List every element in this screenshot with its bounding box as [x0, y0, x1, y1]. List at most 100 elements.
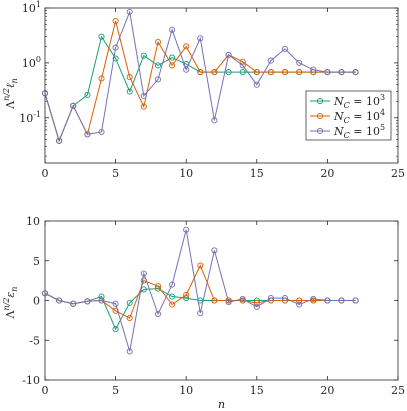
series-point-2	[211, 69, 218, 76]
series-point-2	[197, 69, 204, 76]
series-point-3	[310, 295, 317, 302]
series-point-3	[98, 297, 105, 304]
legend-label: NC = 104	[333, 108, 385, 125]
series-point-3	[225, 299, 232, 306]
series-point-1	[169, 54, 176, 61]
series-point-3	[140, 270, 147, 277]
series-point-2	[310, 297, 317, 304]
series-point-3	[84, 131, 91, 138]
series-point-1	[126, 88, 133, 95]
series-point-3	[84, 298, 91, 305]
series-point-2	[169, 301, 176, 308]
y-tick-label: 5	[33, 255, 40, 268]
series-point-3	[281, 45, 289, 52]
series-point-3	[296, 59, 303, 66]
series-point-3	[211, 247, 218, 254]
y-axis-label: Λn/2ℓn	[2, 78, 19, 110]
y-tick-label: 101	[22, 0, 41, 15]
series-point-3	[239, 62, 246, 69]
series-point-3	[225, 51, 232, 58]
series-point-3	[169, 281, 176, 288]
series-point-3	[112, 44, 119, 51]
x-tick-label: 5	[112, 384, 119, 397]
series-point-3	[183, 226, 190, 233]
series-point-3	[126, 8, 133, 15]
series-point-3	[352, 69, 359, 76]
series-point-1	[112, 55, 119, 62]
series-point-3	[126, 348, 133, 355]
series-point-3	[253, 81, 260, 88]
y-tick-label: 0	[33, 295, 40, 308]
series-point-1	[154, 62, 162, 69]
series-point-3	[169, 26, 176, 33]
series-point-3	[324, 297, 331, 304]
series-point-2	[126, 74, 133, 81]
series-point-3	[197, 35, 204, 42]
series-point-3	[338, 297, 345, 304]
series-point-3	[41, 290, 49, 297]
series-point-3	[296, 301, 303, 308]
axes-box	[44, 7, 399, 164]
series-line-2	[44, 264, 356, 319]
y-tick-label: -5	[29, 334, 40, 347]
series-point-2	[296, 297, 303, 304]
series-point-2	[154, 283, 162, 290]
y-tick-label: 100	[22, 55, 41, 70]
series-point-2	[183, 43, 190, 50]
series-point-3	[267, 295, 274, 302]
series-line-3	[44, 229, 356, 352]
x-tick-label: 20	[320, 384, 334, 397]
series-line-1	[44, 288, 356, 331]
x-tick-label: 10	[179, 167, 193, 180]
y-tick-label: -10	[22, 374, 40, 387]
y-axis-label: Λn/2εn	[2, 287, 19, 320]
x-tick-label: 0	[42, 167, 49, 180]
series-point-3	[154, 76, 162, 83]
series-point-2	[267, 69, 274, 76]
series-point-2	[183, 291, 190, 298]
x-tick-label: 15	[250, 167, 264, 180]
series-point-1	[169, 293, 176, 300]
legend-swatch-marker	[316, 97, 324, 105]
legend-swatch-marker	[316, 127, 324, 135]
series-point-3	[211, 117, 218, 124]
series-point-2	[211, 297, 218, 304]
x-tick-label: 25	[391, 384, 405, 397]
series-point-3	[112, 300, 119, 307]
legend-label: NC = 103	[333, 93, 385, 110]
series-point-3	[239, 295, 246, 302]
series-point-3	[140, 92, 147, 99]
series-point-3	[56, 137, 63, 144]
legend-label: NC = 105	[333, 123, 385, 140]
x-tick-label: 10	[179, 384, 193, 397]
series-point-1	[98, 293, 105, 300]
series-point-1	[239, 69, 246, 76]
series-point-3	[310, 66, 317, 73]
series-point-2	[154, 38, 162, 46]
series-point-1	[140, 52, 147, 59]
series-line-3	[44, 10, 356, 143]
legend-swatch-marker	[316, 112, 324, 120]
series-point-3	[70, 102, 77, 109]
x-tick-label: 25	[391, 167, 405, 180]
chart-bottom: 0 5 10 15 20 25 -10 -5 0 5 10 Λn/2εn n	[2, 215, 405, 411]
series-point-1	[225, 69, 232, 76]
x-axis-label: n	[218, 398, 225, 411]
series-point-1	[84, 91, 91, 99]
series-point-3	[253, 303, 260, 310]
series-point-3	[70, 300, 77, 307]
series-point-2	[239, 58, 246, 65]
series-point-2	[296, 69, 303, 76]
series-point-3	[338, 69, 345, 76]
series-point-2	[253, 69, 260, 76]
y-tick-label: 10	[26, 215, 40, 228]
series-point-3	[98, 128, 105, 136]
series-point-3	[183, 66, 190, 73]
series-point-2	[225, 297, 232, 304]
series-point-3	[41, 90, 49, 97]
series-point-3	[324, 69, 331, 76]
series-point-3	[281, 295, 289, 302]
series-point-3	[267, 57, 274, 64]
